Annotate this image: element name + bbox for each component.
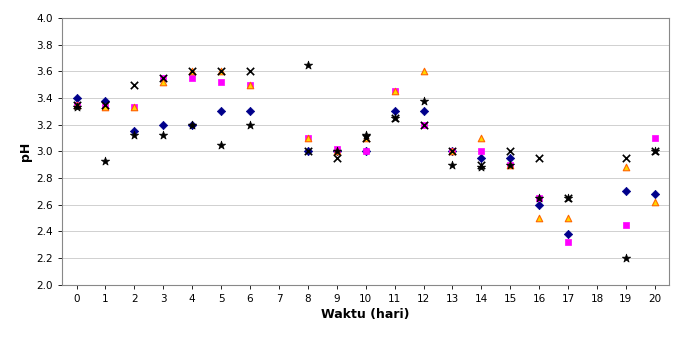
Kontrol: [533, 195, 544, 201]
HST 60: [129, 104, 140, 110]
HST 40: [100, 104, 111, 110]
HST 40: [418, 122, 429, 127]
HST 60: [187, 68, 198, 74]
Kontrol: [158, 132, 169, 138]
HST 40: [389, 88, 400, 94]
HST 20: [649, 191, 660, 197]
HST 40: [447, 148, 458, 154]
Kontrol: [418, 98, 429, 104]
HST 60: [100, 104, 111, 110]
HST 40: [71, 102, 82, 108]
Kontrol: [302, 62, 313, 67]
Kontrol: [620, 255, 631, 261]
HST 20: [476, 155, 487, 161]
Aloe: [215, 68, 226, 74]
HST 20: [447, 148, 458, 154]
Kontrol: [71, 104, 82, 110]
Aloe: [389, 115, 400, 121]
HST 40: [360, 148, 371, 154]
HST 20: [360, 148, 371, 154]
HST 40: [533, 195, 544, 201]
HST 60: [158, 79, 169, 85]
HST 20: [129, 129, 140, 134]
HST 60: [331, 148, 342, 154]
HST 60: [447, 148, 458, 154]
HST 20: [302, 148, 313, 154]
HST 60: [562, 215, 573, 221]
Aloe: [476, 162, 487, 168]
HST 60: [215, 68, 226, 74]
HST 60: [476, 135, 487, 141]
Kontrol: [244, 122, 255, 127]
HST 60: [389, 88, 400, 94]
HST 60: [418, 68, 429, 74]
HST 20: [389, 109, 400, 114]
HST 40: [129, 104, 140, 110]
HST 60: [649, 199, 660, 205]
Kontrol: [476, 164, 487, 170]
HST 60: [302, 135, 313, 141]
Kontrol: [360, 132, 371, 138]
Kontrol: [215, 142, 226, 147]
HST 20: [533, 202, 544, 208]
Aloe: [244, 68, 255, 74]
Kontrol: [331, 148, 342, 154]
Aloe: [418, 122, 429, 127]
Kontrol: [129, 132, 140, 138]
Aloe: [533, 155, 544, 161]
HST 60: [71, 102, 82, 108]
Kontrol: [562, 195, 573, 201]
Aloe: [505, 148, 516, 154]
Kontrol: [100, 158, 111, 163]
HST 60: [244, 82, 255, 88]
HST 20: [100, 98, 111, 104]
HST 40: [331, 146, 342, 152]
Aloe: [620, 155, 631, 161]
HST 20: [620, 188, 631, 194]
Kontrol: [505, 162, 516, 168]
HST 20: [331, 148, 342, 154]
Kontrol: [447, 162, 458, 168]
HST 60: [505, 162, 516, 168]
Kontrol: [187, 122, 198, 127]
Aloe: [129, 82, 140, 88]
HST 20: [158, 122, 169, 127]
HST 20: [562, 231, 573, 237]
HST 20: [418, 109, 429, 114]
HST 60: [360, 135, 371, 141]
X-axis label: Waktu (hari): Waktu (hari): [322, 308, 410, 321]
HST 40: [649, 135, 660, 141]
Aloe: [331, 155, 342, 161]
Aloe: [447, 148, 458, 154]
HST 20: [244, 109, 255, 114]
HST 60: [533, 215, 544, 221]
Kontrol: [649, 148, 660, 154]
HST 40: [244, 82, 255, 88]
HST 40: [620, 222, 631, 227]
Aloe: [100, 102, 111, 108]
Aloe: [187, 68, 198, 74]
Kontrol: [389, 115, 400, 121]
HST 40: [505, 162, 516, 168]
HST 40: [215, 79, 226, 85]
HST 20: [215, 109, 226, 114]
HST 20: [505, 155, 516, 161]
HST 40: [158, 75, 169, 81]
Aloe: [158, 75, 169, 81]
Aloe: [71, 102, 82, 108]
Aloe: [360, 135, 371, 141]
Y-axis label: pH: pH: [19, 142, 32, 161]
HST 40: [302, 135, 313, 141]
Aloe: [649, 148, 660, 154]
HST 20: [187, 122, 198, 127]
HST 20: [71, 95, 82, 101]
HST 40: [187, 75, 198, 81]
Aloe: [562, 195, 573, 201]
HST 40: [562, 239, 573, 245]
HST 40: [476, 148, 487, 154]
Aloe: [302, 148, 313, 154]
HST 60: [620, 164, 631, 170]
